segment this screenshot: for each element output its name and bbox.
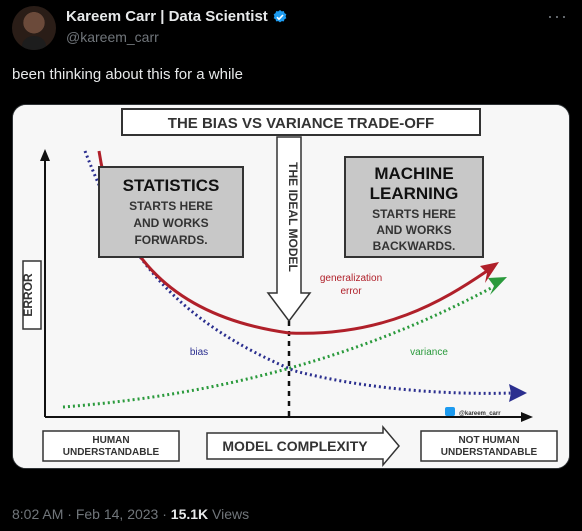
watermark: @kareem_carr bbox=[459, 411, 501, 417]
statistics-line: AND WORKS bbox=[133, 216, 208, 230]
display-name[interactable]: Kareem Carr | Data Scientist bbox=[66, 8, 268, 25]
not-human-understandable-label: UNDERSTANDABLE bbox=[441, 447, 538, 458]
ml-line: STARTS HERE bbox=[372, 207, 456, 221]
meta-separator: · bbox=[67, 506, 72, 522]
tweet-meta: 8:02 AM · Feb 14, 2023 · 15.1K Views bbox=[12, 506, 249, 522]
meta-separator: · bbox=[162, 506, 167, 522]
statistics-heading: STATISTICS bbox=[123, 176, 220, 195]
tweet-time[interactable]: 8:02 AM bbox=[12, 506, 64, 522]
ml-line: AND WORKS bbox=[376, 223, 451, 237]
views-label: Views bbox=[212, 506, 250, 522]
views-count[interactable]: 15.1K bbox=[170, 506, 209, 522]
x-axis-label: MODEL COMPLEXITY bbox=[222, 438, 368, 454]
twitter-logo-icon bbox=[445, 407, 455, 416]
handle[interactable]: @kareem_carr bbox=[66, 29, 159, 45]
human-understandable-label: HUMAN bbox=[92, 435, 129, 446]
generalization-label: generalization bbox=[320, 273, 382, 284]
y-axis-label: ERROR bbox=[21, 273, 35, 317]
verified-badge-icon bbox=[273, 9, 287, 22]
statistics-line: FORWARDS. bbox=[134, 233, 207, 247]
avatar[interactable] bbox=[12, 6, 56, 50]
bias-label: bias bbox=[190, 347, 208, 358]
bias-variance-diagram: THE BIAS VS VARIANCE TRADE-OFF ERROR THE… bbox=[13, 105, 569, 468]
ml-heading: LEARNING bbox=[370, 184, 459, 203]
tweet-media[interactable]: THE BIAS VS VARIANCE TRADE-OFF ERROR THE… bbox=[12, 104, 570, 469]
tweet-date[interactable]: Feb 14, 2023 bbox=[75, 506, 159, 522]
author-name-row: Kareem Carr | Data Scientist bbox=[66, 8, 288, 25]
more-horizontal-icon[interactable]: ··· bbox=[547, 6, 568, 26]
ml-heading: MACHINE bbox=[374, 164, 453, 183]
ideal-model-label: THE IDEAL MODEL bbox=[286, 162, 300, 272]
variance-label: variance bbox=[410, 347, 448, 358]
generalization-label: error bbox=[340, 286, 362, 297]
ml-line: BACKWARDS. bbox=[373, 239, 456, 253]
statistics-line: STARTS HERE bbox=[129, 199, 213, 213]
human-understandable-label: UNDERSTANDABLE bbox=[63, 447, 160, 458]
not-human-understandable-label: NOT HUMAN bbox=[458, 435, 519, 446]
diagram-title: THE BIAS VS VARIANCE TRADE-OFF bbox=[168, 115, 434, 132]
tweet-text: been thinking about this for a while bbox=[12, 66, 243, 83]
